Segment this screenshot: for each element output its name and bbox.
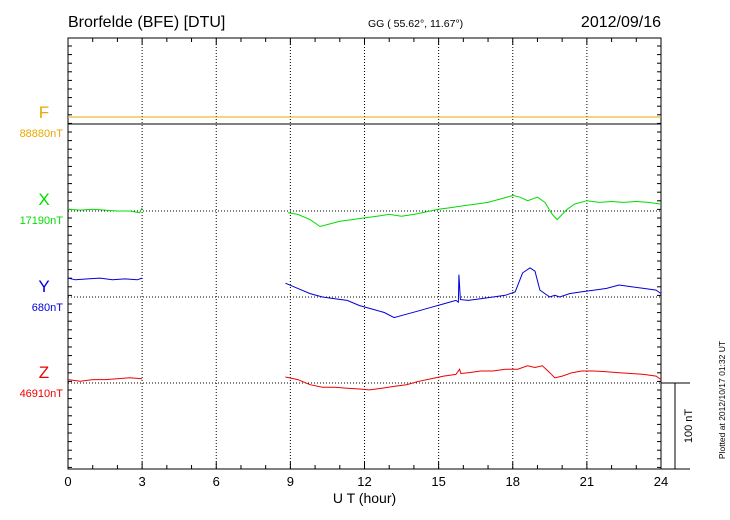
series-name-y: Y <box>38 277 49 296</box>
vertical-grid <box>141 38 588 469</box>
scale-bar-label: 100 nT <box>683 409 695 444</box>
x-tick-label: 21 <box>580 474 594 489</box>
x-tick-label: 3 <box>139 474 146 489</box>
baseline-label-f: 88880nT <box>20 128 64 140</box>
series-line-x <box>67 207 143 214</box>
x-axis-ticks: 0 3 6 9 12 15 18 21 24 <box>64 38 668 489</box>
series-name-z: Z <box>39 363 49 382</box>
x-tick-label: 0 <box>64 474 71 489</box>
chart-title: Brorfelde (BFE) [DTU] <box>68 14 225 31</box>
chart-date: 2012/09/16 <box>581 14 661 31</box>
series-lines <box>67 116 662 391</box>
x-tick-label: 9 <box>287 474 294 489</box>
series-labels: F 88880nT X 17190nT Y 680nT Z 46910nT <box>20 103 64 400</box>
series-line-z <box>67 377 143 382</box>
x-tick-label: 15 <box>431 474 445 489</box>
scale-bar: 100 nT <box>661 382 695 470</box>
series-line-x <box>287 194 662 228</box>
baseline-label-y: 680nT <box>32 302 63 314</box>
x-tick-label: 24 <box>654 474 668 489</box>
baseline-label-x: 17190nT <box>20 215 64 227</box>
plotted-at-note: Plotted at 2012/10/17 01:32 UT <box>717 341 727 459</box>
series-name-x: X <box>38 190 49 209</box>
x-tick-label: 6 <box>213 474 220 489</box>
y-axis-ticks <box>68 45 661 468</box>
x-tick-label: 18 <box>506 474 520 489</box>
series-line-y <box>285 267 662 319</box>
series-name-f: F <box>39 103 49 122</box>
x-axis-label: U T (hour) <box>333 490 396 506</box>
series-line-z <box>285 365 662 391</box>
baselines <box>68 123 661 384</box>
x-tick-label: 12 <box>357 474 371 489</box>
series-line-y <box>67 277 143 281</box>
baseline-label-z: 46910nT <box>20 388 64 400</box>
station-coordinates: GG ( 55.62°, 11.67°) <box>368 18 463 30</box>
